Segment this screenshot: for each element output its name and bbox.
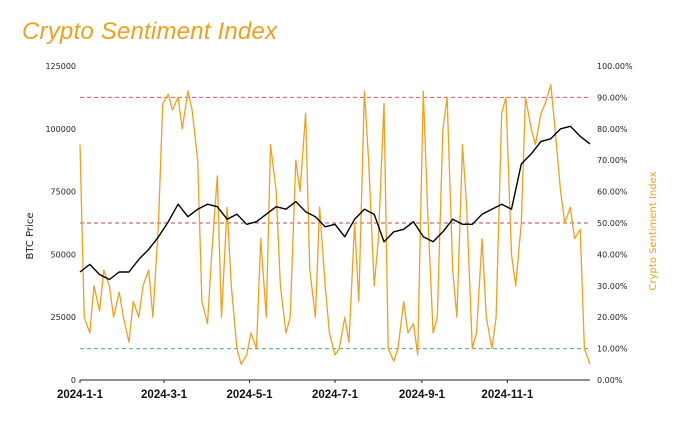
x-tick-label: 2024-11-1	[481, 389, 533, 401]
y2-tick-label: 100.00%	[597, 62, 633, 71]
y2-tick-label: 30.00%	[597, 282, 628, 291]
y2-axis-ticks: 0.00% 10.00% 20.00% 30.00% 40.00% 50.00% 60.00…	[597, 62, 633, 385]
y2-tick-label: 70.00%	[597, 156, 628, 165]
y2-tick-label: 90.00%	[597, 93, 628, 102]
x-tick-label: 2024-9-1	[399, 389, 446, 401]
series-line-sentiment	[79, 84, 591, 365]
y-tick-label: 100000	[45, 125, 76, 134]
y2-tick-label: 0.00%	[597, 376, 623, 385]
x-tick-label: 2024-1-1	[57, 389, 104, 401]
chart-title: Crypto Sentiment Index	[22, 18, 278, 45]
x-tick-label: 2024-5-1	[227, 389, 274, 401]
x-tick-label: 2024-7-1	[312, 389, 359, 401]
y2-tick-label: 20.00%	[597, 313, 628, 322]
y2-tick-label: 10.00%	[597, 345, 628, 354]
y-tick-label: 50000	[51, 250, 76, 259]
y-tick-label: 75000	[51, 188, 76, 197]
series-lines	[79, 84, 591, 365]
y2-tick-label: 60.00%	[597, 188, 628, 197]
y2-tick-label: 80.00%	[597, 125, 628, 134]
y-tick-label: 25000	[51, 313, 76, 322]
y-axis-ticks: 0 25000 50000 75000 100000 125000	[45, 62, 76, 385]
y2-tick-label: 40.00%	[597, 250, 628, 259]
y2-tick-label: 50.00%	[597, 219, 628, 228]
reference-lines	[80, 96, 590, 350]
x-axis-ticks: 2024-1-1 2024-3-1 2024-5-1 2024-7-1 2024-9-1…	[57, 380, 534, 401]
y-tick-label: 0	[71, 376, 76, 385]
y-axis-label: BTC Price	[25, 213, 36, 260]
series-line-btc-price	[79, 125, 591, 281]
y-tick-label: 125000	[45, 62, 76, 71]
y2-axis-label: Crypto Sentiment Index	[648, 171, 659, 290]
x-tick-label: 2024-3-1	[141, 389, 188, 401]
